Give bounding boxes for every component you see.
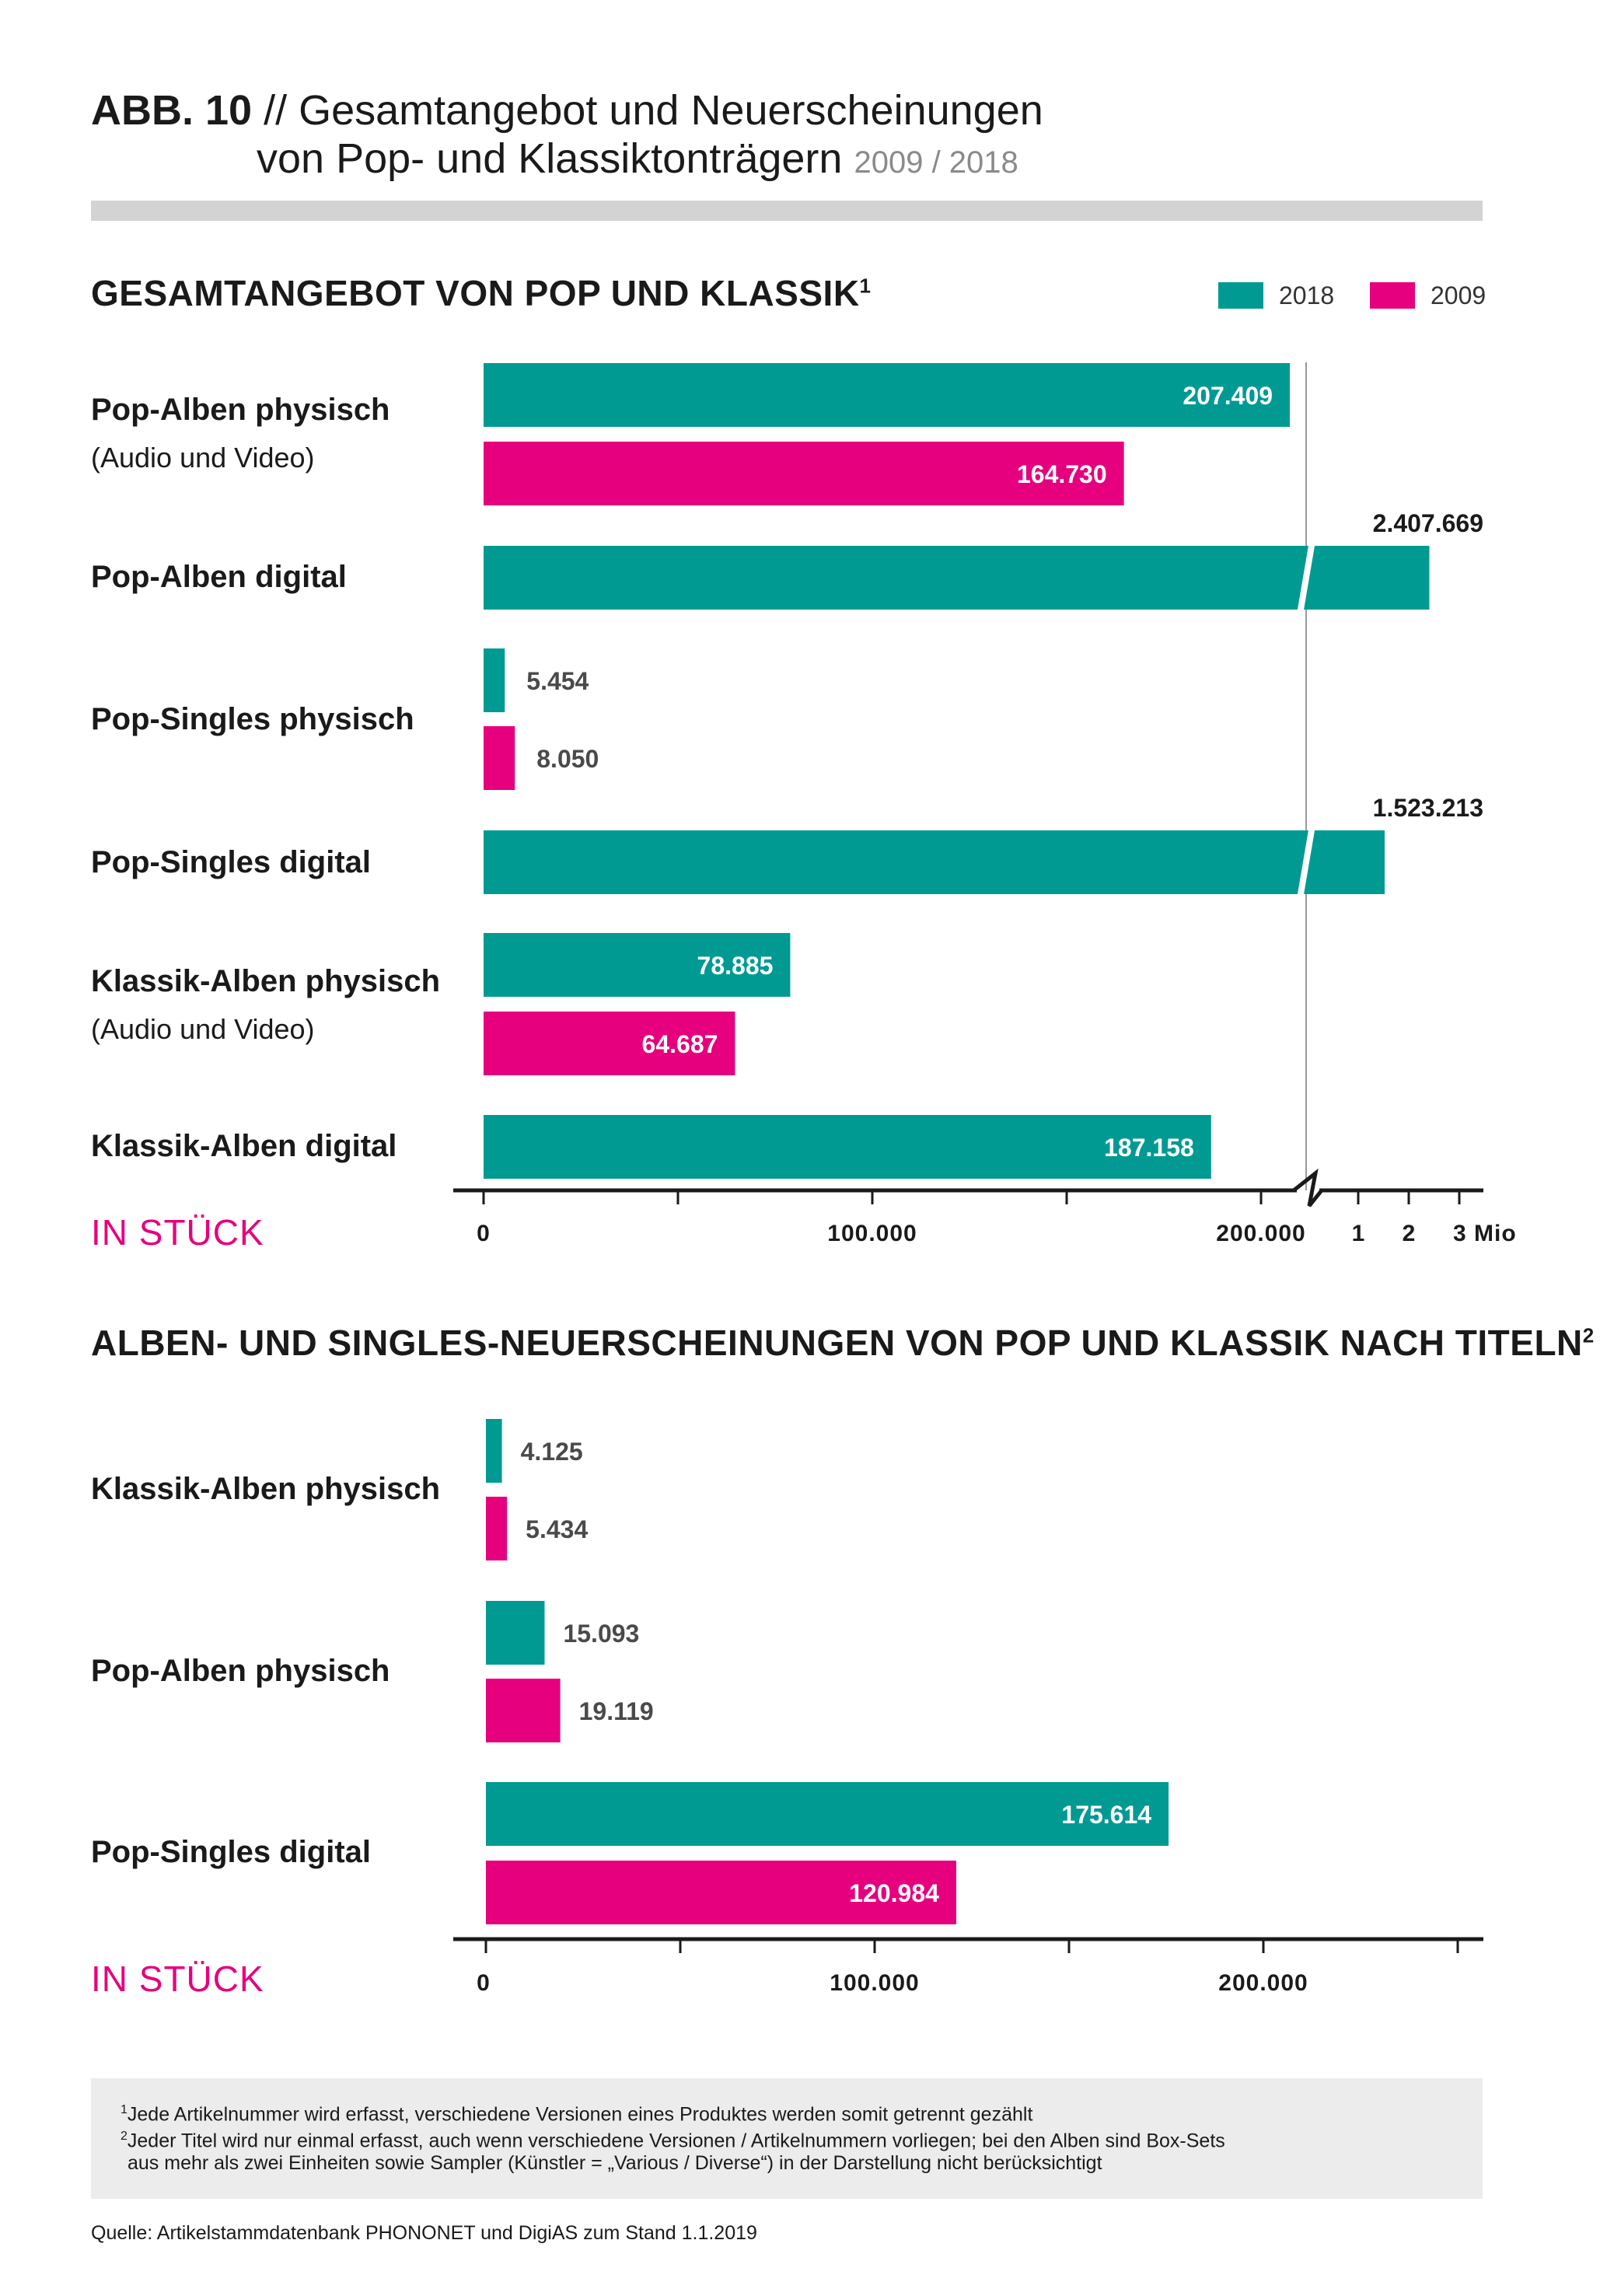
chart2-bar-2009 [486,1861,956,1924]
chart1-data-label: 164.730 [1017,460,1107,488]
chart1-category-pop-singles-digital: Pop-Singles digital [91,845,371,880]
chart1-unit-label: IN STÜCK [91,1212,264,1253]
category-label: Pop-Alben digital [91,560,347,594]
chart1-data-label: 207.409 [1183,382,1273,410]
footnote-2-text-line1: Jeder Titel wird nur einmal erfasst, auc… [127,2130,1225,2152]
chart1-bar-2018 [484,1115,1211,1179]
chart1-category-pop-singles-physisch: Pop-Singles physisch [91,702,414,737]
chart1-bar-2018 [484,933,791,997]
chart1-tick-label: 3 Mio [1453,1221,1517,1246]
category-sublabel: (Audio und Video) [91,442,315,474]
footnote-1-text: Jede Artikelnummer wird erfasst, verschi… [127,2103,1033,2126]
category-label: Pop-Alben physisch [91,1654,390,1688]
chart1-title: GESAMTANGEBOT VON POP UND KLASSIK1 [91,272,872,314]
chart1-data-label: 78.885 [697,952,774,980]
category-label: Pop-Alben physisch [91,393,390,427]
category-label: Pop-Singles physisch [91,702,414,736]
figure-title-line1: // Gesamtangebot und Neuerscheinungen [264,87,1043,134]
footnote-1: 1Jede Artikelnummer wird erfasst, versch… [121,2097,1032,2127]
chart2-bar-2018 [486,1419,502,1483]
legend-label-2018: 2018 [1279,281,1335,309]
figure-title: ABB. 10 // Gesamtangebot und Neuerschein… [91,86,1043,135]
chart2-data-label: 19.119 [579,1697,654,1725]
chart2-tick-label: 0 [477,1970,491,1996]
footnote-2: 2Jeder Titel wird nur einmal erfasst, au… [121,2123,1225,2154]
chart2-unit-label: IN STÜCK [91,1959,264,1999]
footnote-2-line2: aus mehr als zwei Einheiten sowie Sample… [128,2150,1102,2176]
legend-swatch-2009 [1370,282,1415,309]
chart2-tick-label: 200.000 [1218,1970,1308,1996]
chart1-data-label: 5.454 [526,667,589,695]
chart1-bar-2018 [484,363,1291,427]
chart1-category-klassik-alben-physisch: Klassik-Alben physisch (Audio und Video) [91,964,440,1046]
chart1-data-label: 187.158 [1104,1134,1194,1162]
chart2-category-klassik-alben-physisch: Klassik-Alben physisch [91,1472,440,1507]
chart2-data-label: 15.093 [563,1620,639,1648]
category-label: Klassik-Alben physisch [91,964,441,998]
category-label: Klassik-Alben digital [91,1129,397,1163]
figure-title-line2-wrap: von Pop- und Klassiktonträgern 2009 / 20… [257,134,1018,187]
figure-years: 2009 / 2018 [854,145,1018,180]
chart1-title-text: GESAMTANGEBOT VON POP UND KLASSIK [91,273,860,313]
chart2-bar-2018 [486,1782,1169,1846]
header-divider [91,201,1483,221]
category-label: Klassik-Alben physisch [91,1472,441,1506]
chart1-bar-2009 [484,726,515,790]
footnote-1-mark: 1 [121,2103,128,2116]
category-label: Pop-Singles digital [91,1835,372,1869]
chart1-tick-label: 2 [1403,1221,1416,1246]
chart1-data-label: 1.523.213 [1373,794,1483,822]
chart2-title-footnote-mark: 2 [1582,1323,1595,1347]
footnote-2-text-line2: aus mehr als zwei Einheiten sowie Sample… [128,2152,1102,2174]
chart1-tick-label: 100.000 [827,1221,917,1246]
chart2-category-pop-singles-digital: Pop-Singles digital [91,1835,371,1870]
chart2-title: ALBEN- UND SINGLES-NEUERSCHEINUNGEN VON … [91,1322,1595,1364]
chart2-bar-2009 [486,1679,561,1742]
chart2-bar-2009 [486,1497,508,1560]
chart2-data-label: 120.984 [849,1879,939,1907]
chart2-data-label: 5.434 [526,1515,588,1543]
chart2-data-label: 4.125 [521,1438,583,1466]
chart2-title-text: ALBEN- UND SINGLES-NEUERSCHEINUNGEN VON … [91,1323,1583,1363]
chart1-category-pop-alben-physisch: Pop-Alben physisch (Audio und Video) [91,393,390,474]
chart1-bar-2009 [484,1012,735,1075]
chart1-bar-break-mark [1297,540,1315,615]
chart1-bar-2009 [484,442,1124,505]
chart1-tick-label: 1 [1352,1221,1365,1246]
source-note: Quelle: Artikelstammdatenbank PHONONET u… [91,2222,757,2244]
chart1-bar-break-mark [1297,825,1315,900]
chart2-bar-2018 [486,1601,545,1665]
figure-number: ABB. 10 [91,87,253,134]
chart1-data-label: 2.407.669 [1373,509,1483,537]
figure-title-line2: von Pop- und Klassiktonträgern [257,135,843,182]
category-label: Pop-Singles digital [91,845,372,879]
chart2-tick-label: 100.000 [830,1970,919,1996]
chart2-category-pop-alben-physisch: Pop-Alben physisch [91,1654,390,1689]
chart1-data-label: 64.687 [642,1030,718,1058]
chart1-category-pop-alben-digital: Pop-Alben digital [91,560,347,595]
legend-label-2009: 2009 [1431,281,1486,309]
legend-swatch-2018 [1218,282,1263,309]
chart1-bar-2018 [484,546,1430,610]
chart1-bar-2018 [484,648,505,712]
chart1-bar-2018 [484,830,1385,894]
chart2-data-label: 175.614 [1061,1801,1151,1829]
chart1-data-label: 8.050 [536,745,599,773]
chart1-category-klassik-alben-digital: Klassik-Alben digital [91,1129,397,1164]
chart1-tick-label: 0 [477,1221,491,1246]
category-sublabel: (Audio und Video) [91,1013,315,1045]
footnote-2-mark: 2 [121,2130,128,2143]
chart1-title-footnote-mark: 1 [859,274,872,298]
footnote-box [91,2078,1483,2199]
chart1-axis-break-symbol [1292,1168,1323,1207]
chart1-tick-label: 200.000 [1216,1221,1305,1246]
